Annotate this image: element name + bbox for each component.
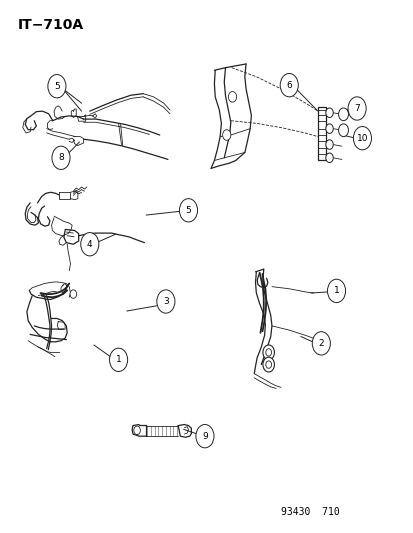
Text: 8: 8 — [58, 154, 64, 163]
Circle shape — [311, 332, 330, 355]
Circle shape — [325, 108, 332, 117]
Text: 4: 4 — [87, 240, 93, 249]
Circle shape — [338, 108, 348, 120]
Circle shape — [262, 357, 274, 372]
Text: 93430  710: 93430 710 — [280, 507, 339, 517]
Text: 5: 5 — [185, 206, 191, 215]
Circle shape — [347, 97, 365, 120]
Text: 6: 6 — [286, 80, 292, 90]
Circle shape — [81, 232, 99, 256]
Circle shape — [280, 74, 298, 97]
Circle shape — [157, 290, 175, 313]
Text: 1: 1 — [333, 286, 339, 295]
Circle shape — [222, 130, 230, 140]
Text: 2: 2 — [318, 339, 323, 348]
Circle shape — [265, 361, 271, 368]
Circle shape — [262, 345, 274, 360]
Circle shape — [109, 348, 127, 372]
Text: 5: 5 — [54, 82, 59, 91]
Circle shape — [325, 153, 332, 163]
Circle shape — [265, 349, 271, 356]
Circle shape — [327, 279, 345, 303]
Circle shape — [52, 146, 70, 169]
Circle shape — [325, 124, 332, 133]
Circle shape — [325, 140, 332, 149]
Circle shape — [228, 92, 236, 102]
Circle shape — [338, 124, 348, 136]
Text: 7: 7 — [354, 104, 359, 113]
Text: 1: 1 — [115, 356, 121, 365]
Text: 3: 3 — [163, 297, 169, 306]
Text: 10: 10 — [356, 134, 367, 143]
Circle shape — [70, 290, 76, 298]
Circle shape — [195, 424, 214, 448]
Circle shape — [179, 199, 197, 222]
Text: 9: 9 — [202, 432, 207, 441]
Circle shape — [133, 426, 140, 434]
Text: IT−710A: IT−710A — [18, 18, 84, 33]
Circle shape — [48, 75, 66, 98]
Circle shape — [353, 126, 370, 150]
